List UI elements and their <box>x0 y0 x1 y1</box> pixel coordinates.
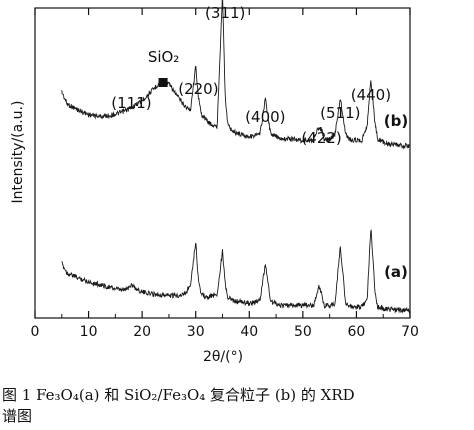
peak-label: (111) <box>111 94 151 112</box>
series-label-a: (a) <box>384 263 408 281</box>
peak-label: SiO₂ <box>148 48 180 66</box>
x-tick-label: 50 <box>294 324 312 340</box>
peak-label: (400) <box>245 108 285 126</box>
x-tick-label: 40 <box>240 324 258 340</box>
x-tick-label: 10 <box>80 324 98 340</box>
peak-label: (511) <box>320 104 360 122</box>
x-tick-label: 60 <box>348 324 366 340</box>
xrd-chart: (b) (a) 0 10 20 30 40 50 60 70 (311) SiO₂ (111) (22… <box>10 0 419 365</box>
plot-border <box>34 7 411 319</box>
sio2-marker-square <box>158 78 168 87</box>
peak-label: (220) <box>178 80 218 98</box>
x-tick-label: 0 <box>31 324 40 340</box>
x-tick-label: 30 <box>187 324 205 340</box>
x-tick-label: 70 <box>401 324 419 340</box>
peak-label: (440) <box>351 86 391 104</box>
figure-caption: 图 1 Fe₃O₄(a) 和 SiO₂/Fe₃O₄ 复合粒子 (b) 的 XRD… <box>2 385 472 427</box>
plot-frame <box>34 7 411 319</box>
x-tick-label: 20 <box>133 324 151 340</box>
peak-label: (311) <box>205 4 245 22</box>
caption-line-1: 图 1 Fe₃O₄(a) 和 SiO₂/Fe₃O₄ 复合粒子 (b) 的 XRD <box>2 386 355 404</box>
series-line-b <box>61 0 411 150</box>
peak-label: (422) <box>301 129 341 147</box>
tick-layer: 0 10 20 30 40 50 60 70 <box>31 8 419 340</box>
caption-line-2: 谱图 <box>2 407 33 425</box>
annotation-layer: (311) SiO₂ (111) (220) (400) (422) (511)(440) <box>111 4 391 147</box>
series-layer: (b) (a) <box>61 0 411 315</box>
x-axis-label: 2θ/(°) <box>203 349 243 365</box>
y-axis-label: Intensity/(a.u.) <box>10 101 26 204</box>
series-label-b: (b) <box>384 112 408 130</box>
series-line-a <box>61 229 411 315</box>
